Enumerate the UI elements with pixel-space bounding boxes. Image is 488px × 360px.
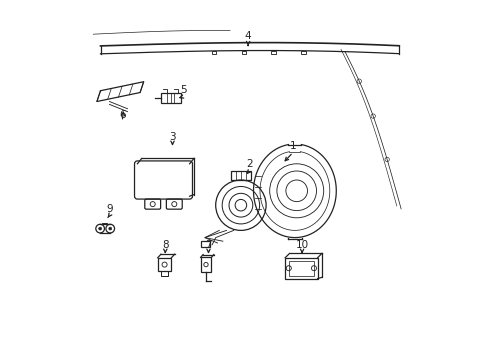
- Circle shape: [108, 227, 111, 230]
- Text: 7: 7: [205, 240, 211, 250]
- Text: 3: 3: [169, 132, 176, 142]
- Bar: [230, 171, 250, 180]
- Circle shape: [99, 227, 102, 230]
- Bar: [271, 50, 276, 54]
- Bar: [158, 258, 171, 271]
- Text: 8: 8: [162, 240, 168, 250]
- Bar: [201, 241, 210, 247]
- Text: 9: 9: [106, 204, 113, 214]
- Text: 6: 6: [119, 110, 125, 120]
- Bar: [161, 271, 168, 276]
- Bar: [301, 51, 305, 54]
- Text: 2: 2: [246, 159, 253, 169]
- Text: 10: 10: [295, 240, 308, 250]
- Bar: [241, 50, 246, 54]
- Bar: [288, 261, 313, 276]
- Bar: [285, 258, 317, 279]
- Text: 5: 5: [180, 85, 186, 95]
- Text: 1: 1: [289, 141, 296, 151]
- Bar: [200, 257, 211, 272]
- Text: 4: 4: [244, 31, 251, 41]
- Bar: [161, 93, 180, 103]
- Bar: [211, 51, 216, 54]
